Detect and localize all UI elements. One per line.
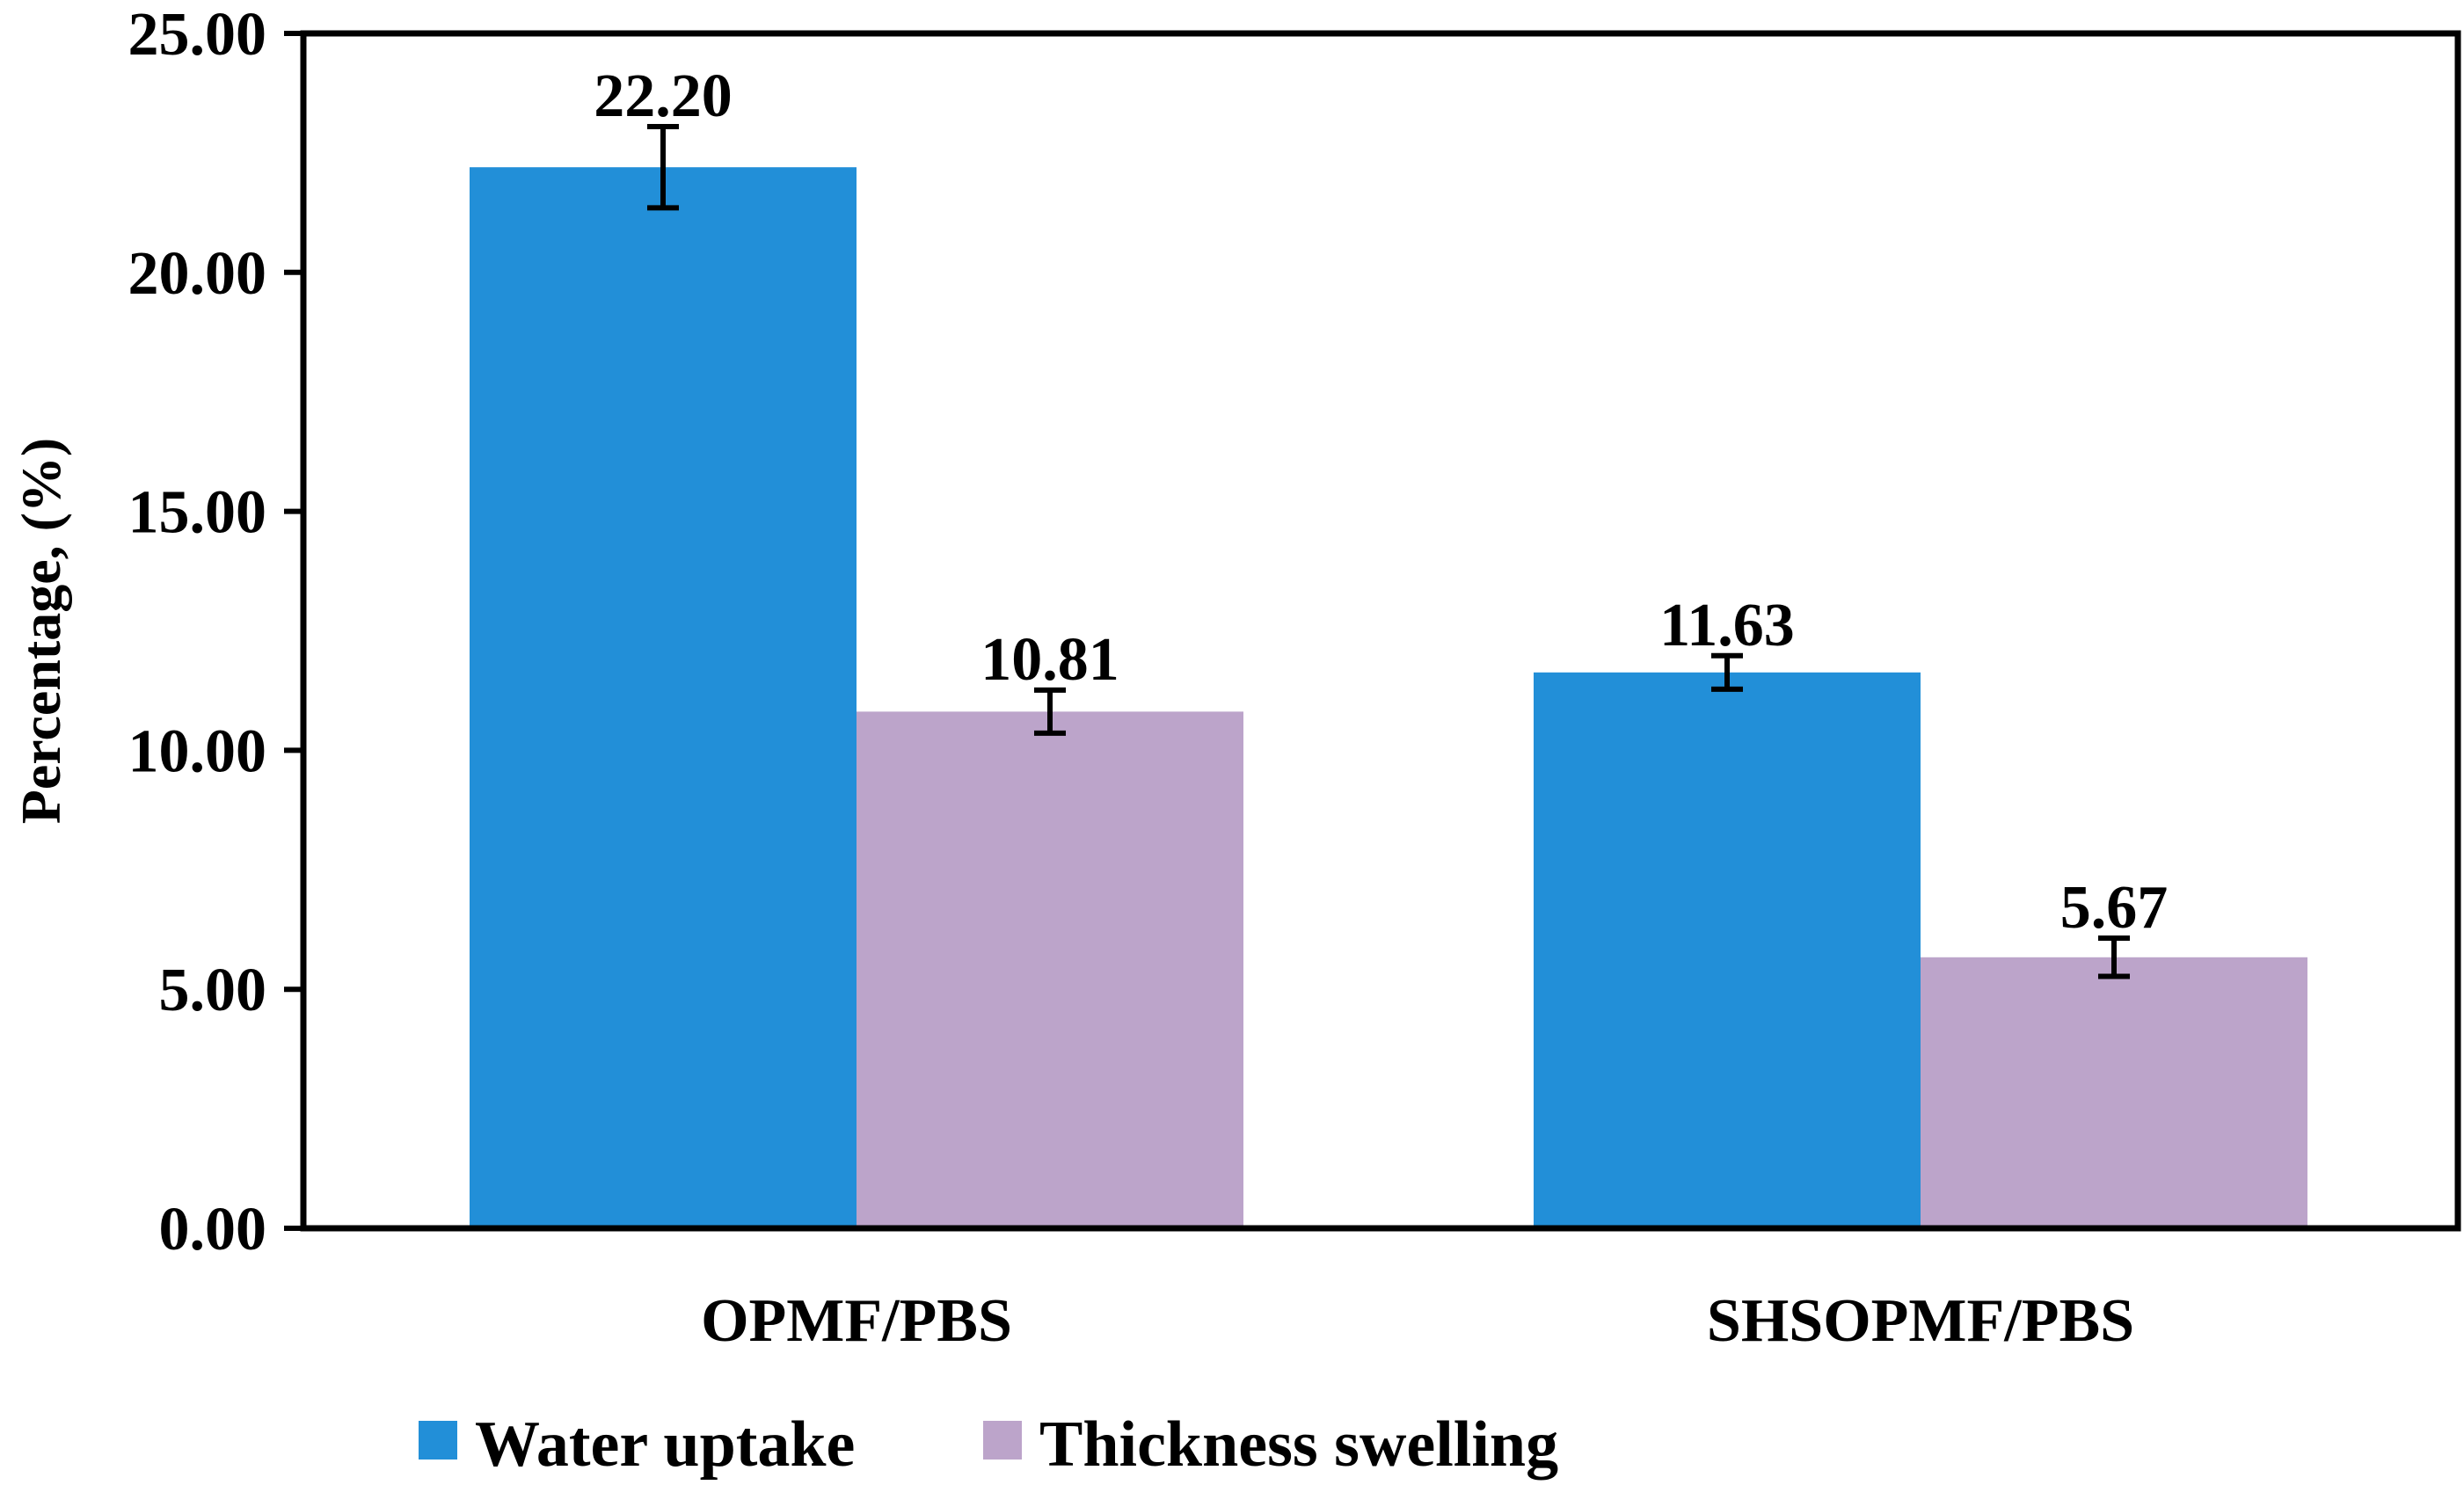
data-label: 10.81 [980,626,1119,694]
error-bar [1711,652,1743,692]
data-label: 5.67 [2060,874,2169,942]
legend-label: Water uptake [475,1409,855,1481]
y-tick-label: 25.00 [128,1,267,69]
data-labels-group: 22.20 10.81 11.63 5.67 [594,62,2168,942]
plot-frame [300,30,2461,1232]
y-axis-ticks: 0.00 5.00 10.00 15.00 20.00 25.00 [128,1,303,1263]
bar-water-uptake [470,167,857,1226]
error-bar [647,124,679,211]
y-tick-label: 5.00 [159,957,267,1024]
legend-item-water-uptake: Water uptake [419,1409,855,1481]
y-tick-label: 10.00 [128,717,267,785]
y-axis-title: Percentage, (%) [10,438,72,825]
y-tick-label: 15.00 [128,479,267,547]
y-tick-label: 20.00 [128,240,267,308]
error-bars-group [647,124,2130,979]
legend-item-thickness-swelling: Thickness swelling [983,1409,1558,1481]
plot-area: 0.00 5.00 10.00 15.00 20.00 25.00 22.20 10.81 1… [128,1,2461,1263]
x-axis-labels: OPMF/PBS SHSOPMF/PBS [701,1287,2134,1355]
data-label: 22.20 [594,62,733,130]
legend-swatch [983,1421,1022,1460]
legend: Water uptake Thickness swelling [419,1409,1558,1481]
bar-thickness-swelling [857,711,1243,1226]
bars-group [470,167,2307,1226]
bar-thickness-swelling [1921,957,2307,1226]
bar-water-uptake [1534,672,1921,1226]
y-tick-label: 0.00 [159,1196,267,1263]
legend-label: Thickness swelling [1039,1409,1558,1481]
error-bar [1034,687,1066,736]
data-label: 11.63 [1659,592,1795,659]
error-bar [2098,935,2130,979]
legend-swatch [419,1421,457,1460]
x-category-label: OPMF/PBS [701,1287,1012,1355]
x-category-label: SHSOPMF/PBS [1707,1287,2134,1355]
